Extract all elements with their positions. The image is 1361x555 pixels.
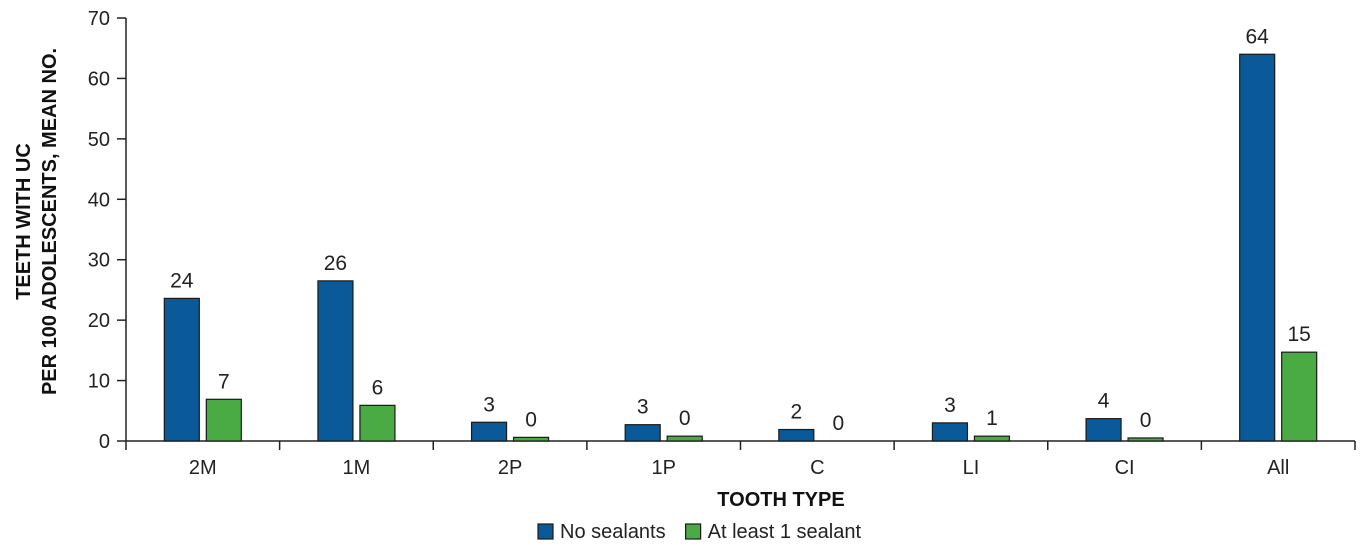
bar-at-least-1-sealant: [359, 404, 396, 442]
data-label: 24: [170, 269, 194, 292]
bar-no-sealants: [317, 280, 354, 442]
data-label: 0: [679, 407, 691, 430]
legend-swatch: [685, 523, 702, 540]
data-label: 64: [1246, 25, 1270, 48]
legend-swatch: [537, 523, 554, 540]
bar-at-least-1-sealant: [1281, 351, 1318, 442]
data-label: 2: [790, 401, 802, 424]
legend: No sealants At least 1 sealant: [537, 521, 862, 543]
data-label: 6: [372, 376, 384, 399]
bar-no-sealants: [778, 428, 815, 442]
x-tick-label: 2M: [189, 457, 217, 479]
bar-at-least-1-sealant: [973, 435, 1011, 442]
bar-no-sealants: [931, 422, 969, 442]
data-label: 7: [218, 370, 230, 393]
legend-label: No sealants: [560, 521, 666, 543]
x-tick-label: 1P: [651, 457, 675, 479]
bar-no-sealants: [624, 424, 661, 442]
data-label: 3: [637, 396, 649, 419]
x-tick-label: CI: [1115, 457, 1135, 479]
y-tick-label: 10: [88, 371, 110, 393]
y-axis-title: TEETH WITH UC PER 100 ADOLESCENTS, MEAN N…: [13, 48, 61, 395]
bar-at-least-1-sealant: [666, 435, 703, 442]
data-label: 0: [525, 408, 537, 431]
y-tick-label: 20: [88, 310, 110, 332]
y-tick-label: 50: [88, 129, 110, 151]
data-label: 0: [832, 412, 844, 435]
bars: [163, 53, 1318, 442]
y-tick-label: 60: [88, 68, 110, 90]
data-label: 15: [1288, 323, 1311, 346]
data-label: 3: [483, 393, 495, 416]
legend-label: At least 1 sealant: [708, 521, 862, 543]
data-labels: 24 26 3 3 2 3 4 64 7 6 0 0 0 1 0 15: [170, 25, 1311, 435]
data-label: 1: [986, 407, 998, 430]
bar-no-sealants: [1085, 418, 1122, 442]
y-axis-title-line: PER 100 ADOLESCENTS, MEAN NO.: [39, 48, 61, 395]
y-axis: 0 10 20 30 40 50 60 70: [88, 8, 127, 453]
bar-no-sealants: [163, 297, 200, 442]
x-tick-label: All: [1267, 457, 1289, 479]
y-tick-label: 70: [88, 8, 110, 30]
y-tick-label: 0: [99, 431, 110, 453]
x-tick-label: C: [810, 457, 824, 479]
bar-at-least-1-sealant: [512, 436, 550, 442]
data-label: 3: [944, 394, 956, 417]
bar-no-sealants: [1239, 53, 1276, 442]
data-label: 0: [1140, 409, 1152, 432]
y-tick-label: 30: [88, 250, 110, 272]
x-tick-label: 1M: [343, 457, 371, 479]
data-label: 4: [1098, 390, 1110, 413]
y-tick-label: 40: [88, 189, 110, 211]
data-label: 26: [324, 252, 347, 275]
bar-at-least-1-sealant: [205, 398, 242, 442]
x-tick-label: LI: [963, 457, 980, 479]
x-tick-label: 2P: [498, 457, 522, 479]
x-axis-title: TOOTH TYPE: [717, 489, 844, 511]
bar-at-least-1-sealant: [1127, 437, 1164, 442]
y-axis-title-line: TEETH WITH UC: [13, 143, 35, 300]
x-axis: 2M 1M 2P 1P C LI CI All: [125, 440, 1356, 479]
bar-no-sealants: [470, 421, 508, 442]
